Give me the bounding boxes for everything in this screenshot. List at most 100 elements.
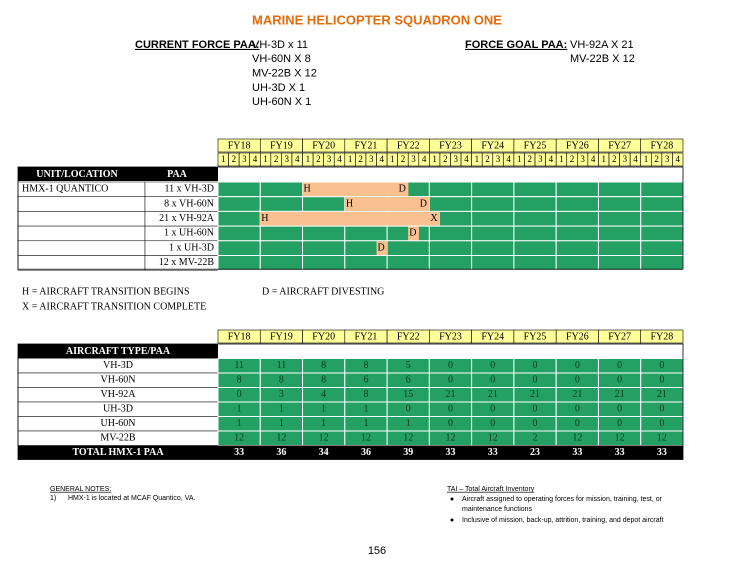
transition-bar (344, 197, 430, 211)
fy-header: FY24 (481, 140, 504, 151)
value-text: 21 (530, 389, 540, 400)
schedule-cell (259, 181, 304, 198)
page-number: 156 (368, 545, 386, 557)
quarter-label: 3 (538, 154, 543, 164)
quarter-label: 2 (358, 154, 363, 164)
quarter-label: 2 (401, 154, 406, 164)
schedule-cell (555, 255, 599, 271)
inventory-border (17, 343, 684, 460)
quarter-label: 2 (274, 154, 279, 164)
paa-text: 11 x VH-3D (165, 184, 214, 195)
quarter-label: 4 (380, 154, 385, 164)
mark-letter: H (304, 184, 311, 195)
quarter-label: 2 (528, 154, 533, 164)
note-text: HMX-1 is located at MCAF Quantico, VA. (68, 495, 196, 502)
schedule-cell (217, 181, 261, 198)
schedule-cell (597, 225, 642, 242)
schedule-cell (555, 210, 599, 227)
current-force-label: CURRENT FORCE PAA: (135, 39, 259, 51)
schedule-cell (259, 240, 304, 257)
value-text: 12 (657, 433, 667, 444)
quarter-label: 4 (295, 154, 300, 164)
quarter-label: 3 (369, 154, 374, 164)
schedule-cell (471, 181, 515, 198)
schedule-cell (471, 196, 515, 212)
mark-letter: X (430, 213, 438, 224)
bullet (450, 497, 454, 501)
fy-header: FY21 (355, 331, 378, 342)
value-text: 12 (403, 433, 413, 444)
value-text: 0 (659, 375, 664, 386)
value-text: 8 (279, 375, 284, 386)
transition-bar (260, 211, 440, 226)
value-text: 12 (488, 433, 498, 444)
quarter-label: 2 (232, 154, 237, 164)
value-text: 1 (321, 404, 326, 415)
quarter-label: 4 (591, 154, 596, 164)
total-value: 33 (572, 447, 582, 458)
fy-header: FY27 (608, 140, 631, 151)
note-number: 1) (50, 495, 56, 502)
quarter-label: 4 (253, 154, 258, 164)
notes-title: GENERAL NOTES: (50, 486, 111, 493)
value-text: 11 (234, 360, 244, 371)
force-item: MV-22B X 12 (252, 68, 317, 80)
value-text: 0 (490, 418, 495, 429)
mark-cell (344, 197, 356, 211)
value-text: 0 (533, 360, 538, 371)
schedule-cell (386, 255, 430, 271)
value-text: 8 (363, 389, 368, 400)
value-text: 1 (279, 418, 284, 429)
legend-item: H = AIRCRAFT TRANSITION BEGINS (22, 286, 190, 297)
schedule-cell (302, 196, 346, 212)
value-text: 0 (659, 404, 664, 415)
mark-letter: H (346, 198, 353, 209)
aircraft-type: VH-92A (101, 389, 137, 400)
tai-text: maintenance functions (462, 506, 533, 513)
value-text: 1 (237, 418, 242, 429)
force-item: UH-3D X 1 (252, 82, 305, 94)
mark-cell (397, 182, 409, 197)
value-text: 21 (615, 389, 625, 400)
schedule-cell (513, 225, 557, 242)
schedule-cell (640, 255, 684, 271)
header-bar (18, 344, 218, 358)
aircraft-type: UH-60N (101, 418, 136, 429)
aircraft-type: UH-3D (103, 404, 133, 415)
paa-text: 21 x VH-92A (159, 213, 215, 224)
value-text: 0 (617, 418, 622, 429)
schedule-cell (259, 255, 304, 271)
value-text: 1 (363, 418, 368, 429)
schedule-cell (217, 255, 261, 271)
value-text: 0 (448, 404, 453, 415)
value-text: 6 (406, 375, 411, 386)
tai-text: Inclusive of mission, back-up, attrition… (462, 517, 664, 524)
schedule-cell (513, 255, 557, 271)
paa-text: 8 x VH-60N (164, 198, 214, 209)
quarter-label: 2 (570, 154, 575, 164)
schedule-cell (344, 225, 388, 242)
quarter-cell (672, 152, 684, 167)
value-text: 0 (575, 375, 580, 386)
quarter-label: 4 (422, 154, 427, 164)
total-value: 33 (488, 447, 498, 458)
quarter-label: 4 (549, 154, 554, 164)
quarter-label: 3 (496, 154, 501, 164)
total-value: 33 (446, 447, 456, 458)
column-header: AIRCRAFT TYPE/PAA (66, 346, 171, 357)
force-item: VH-60N X 8 (252, 53, 311, 65)
force-item: UH-60N X 1 (252, 96, 311, 108)
quarter-label: 1 (644, 154, 649, 164)
quarter-label: 4 (633, 154, 638, 164)
schedule-cell (471, 240, 515, 257)
schedule-cell (597, 210, 642, 227)
schedule-cell (259, 196, 304, 212)
fy-header: FY23 (439, 140, 462, 151)
value-text: 0 (617, 375, 622, 386)
value-text: 8 (321, 375, 326, 386)
fy-header: FY20 (312, 331, 335, 342)
header-bar (18, 167, 218, 181)
tai-title: TAI – Total Aircraft Inventory (447, 486, 535, 493)
value-text: 11 (277, 360, 287, 371)
